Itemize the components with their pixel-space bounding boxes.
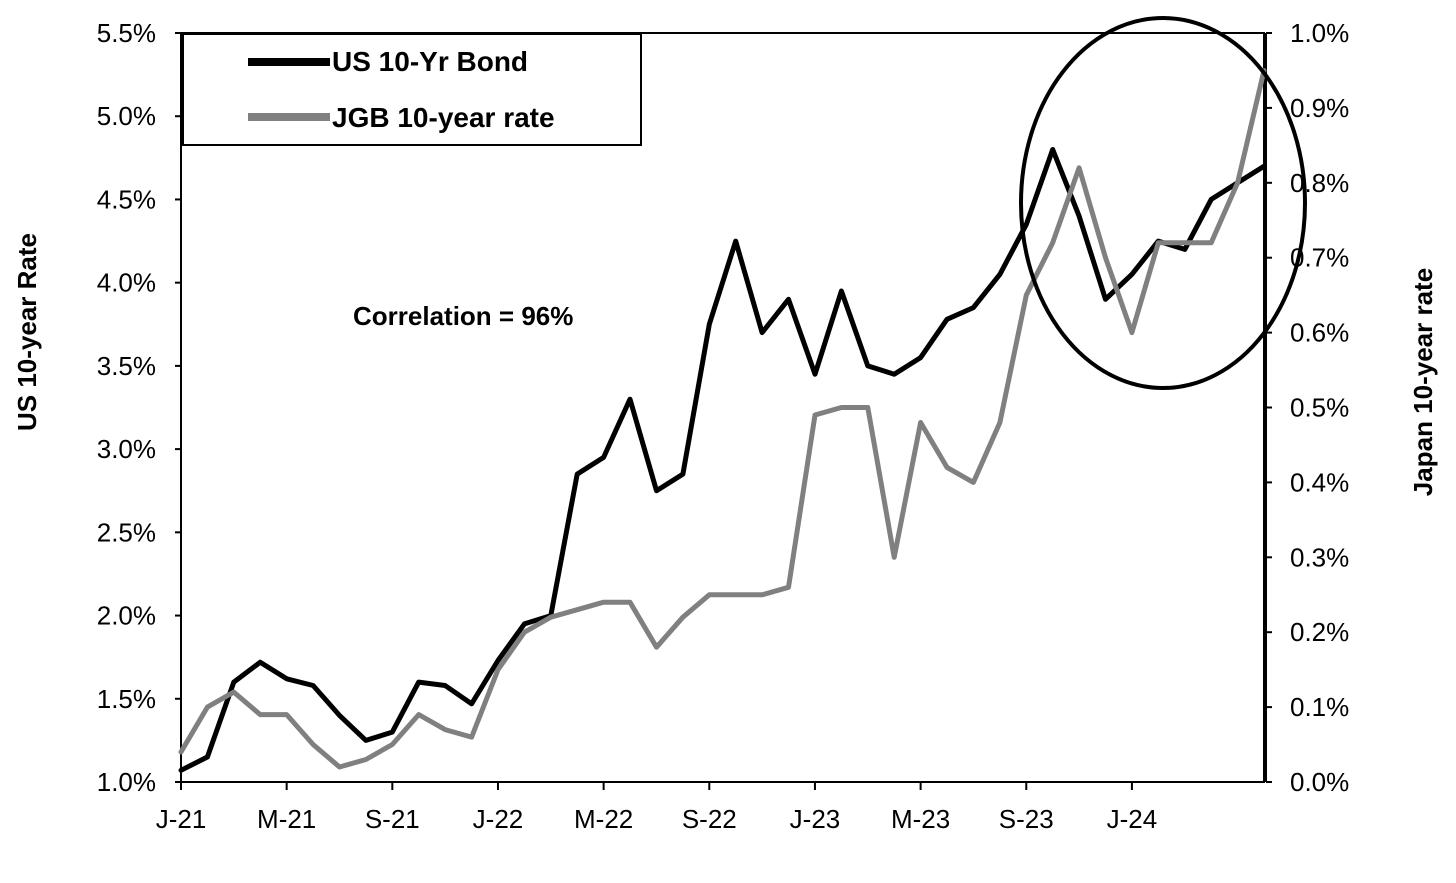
right-tick-label: 0.6%: [1290, 318, 1349, 348]
left-axis-ticks: 1.0% 1.5% 2.0% 2.5% 3.0% 3.5% 4.0% 4.5% 5.0% 5.5%: [97, 18, 181, 797]
right-axis-title: Japan 10-year rate: [1408, 268, 1438, 496]
left-tick-label: 3.0%: [97, 434, 156, 464]
right-axis-ticks: 0.0%0.1%0.2%0.3%0.4%0.5%0.6%0.7%0.8%0.9%…: [1266, 18, 1349, 797]
right-tick-label: 0.1%: [1290, 692, 1349, 722]
left-tick-label: 4.5%: [97, 184, 156, 214]
us-10yr-line: [178, 147, 1267, 773]
x-tick-label: M-21: [257, 804, 316, 834]
x-tick-label: J-22: [473, 804, 524, 834]
x-tick-label: M-23: [891, 804, 950, 834]
left-tick-label: 5.0%: [97, 101, 156, 131]
x-tick-label: S-22: [682, 804, 737, 834]
jgb-10yr-line: [178, 68, 1267, 770]
right-tick-label: 0.5%: [1290, 393, 1349, 423]
legend-label-jgb: JGB 10-year rate: [332, 102, 555, 133]
x-tick-label: M-22: [574, 804, 633, 834]
left-tick-label: 5.5%: [97, 18, 156, 48]
right-tick-label: 0.2%: [1290, 617, 1349, 647]
x-tick-label: S-21: [365, 804, 420, 834]
x-tick-label: J-21: [156, 804, 207, 834]
x-tick-label: S-23: [999, 804, 1054, 834]
right-tick-label: 0.8%: [1290, 168, 1349, 198]
right-tick-label: 1.0%: [1290, 18, 1349, 48]
legend-box: [182, 33, 642, 146]
left-axis-title: US 10-year Rate: [12, 233, 42, 431]
legend-label-us: US 10-Yr Bond: [332, 46, 528, 77]
correlation-annotation: Correlation = 96%: [353, 301, 573, 331]
left-tick-label: 4.0%: [97, 268, 156, 298]
series-layer: [178, 68, 1267, 773]
right-tick-label: 0.4%: [1290, 467, 1349, 497]
left-tick-label: 2.0%: [97, 601, 156, 631]
right-tick-label: 0.0%: [1290, 767, 1349, 797]
plot-area: [180, 32, 1265, 783]
left-tick-label: 1.5%: [97, 684, 156, 714]
x-tick-label: J-23: [790, 804, 841, 834]
highlight-ellipse: [1019, 16, 1307, 390]
x-tick-label: J-24: [1107, 804, 1158, 834]
legend: US 10-Yr Bond JGB 10-year rate: [182, 33, 642, 146]
left-tick-label: 1.0%: [97, 767, 156, 797]
x-axis-ticks: J-21 M-21 S-21 J-22 M-22 S-22 J-23 M-23 S-23 J-24: [156, 782, 1158, 834]
left-tick-label: 2.5%: [97, 517, 156, 547]
left-tick-label: 3.5%: [97, 351, 156, 381]
right-tick-label: 0.9%: [1290, 93, 1349, 123]
right-tick-label: 0.3%: [1290, 542, 1349, 572]
